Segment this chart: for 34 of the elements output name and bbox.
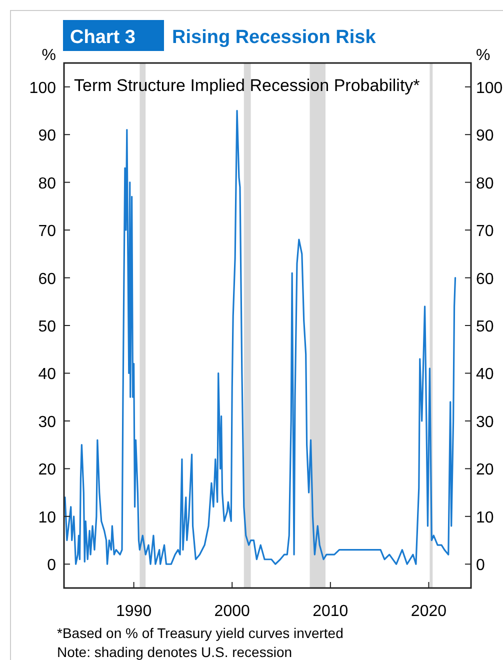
- y-tick-label: 70: [38, 223, 56, 240]
- chart-title: Chart 3: [70, 27, 136, 48]
- text: *Based on % of Treasury yield curves inverted: [57, 625, 344, 641]
- y2-tick-label: 0: [476, 557, 485, 574]
- y-tick-label: 40: [38, 366, 56, 384]
- y2-tick-label: 20: [476, 462, 494, 479]
- y2-axis-title: %: [476, 47, 490, 64]
- y-tick-label: 30: [38, 414, 56, 431]
- y2-tick-label: 80: [476, 175, 494, 192]
- annotation: Term Structure Implied Recession Probability*: [74, 76, 420, 95]
- y2-tick-label: 40: [476, 366, 494, 384]
- y2-tick-label: 70: [476, 223, 494, 240]
- x-tick-label: 1990: [116, 603, 152, 620]
- y-tick-label: 10: [38, 509, 56, 526]
- y2-tick-label: 10: [476, 509, 494, 526]
- y-tick-label: 90: [38, 128, 56, 145]
- y2-tick-label: 30: [476, 414, 494, 431]
- y2-tick-label: 90: [476, 128, 494, 145]
- y-tick-label: 50: [38, 318, 56, 336]
- y2-tick-label: 60: [476, 270, 494, 288]
- y2-tick-label: 50: [476, 318, 494, 336]
- y-axis-title: %: [42, 47, 56, 64]
- y-tick-label: 100: [29, 80, 56, 97]
- y2-tick-label: 100: [476, 80, 503, 97]
- y-tick-label: 80: [38, 175, 56, 192]
- chart-subtitle: Rising Recession Risk: [172, 27, 376, 48]
- y-tick-label: 60: [38, 270, 56, 288]
- y-tick-label: 0: [47, 557, 56, 574]
- text: Note: shading denotes U.S. recession: [57, 644, 292, 660]
- y-tick-label: 20: [38, 462, 56, 479]
- x-tick-label: 2000: [214, 603, 250, 620]
- x-tick-label: 2020: [410, 603, 447, 620]
- x-tick-label: 2010: [312, 603, 348, 620]
- line-series: [64, 110, 456, 565]
